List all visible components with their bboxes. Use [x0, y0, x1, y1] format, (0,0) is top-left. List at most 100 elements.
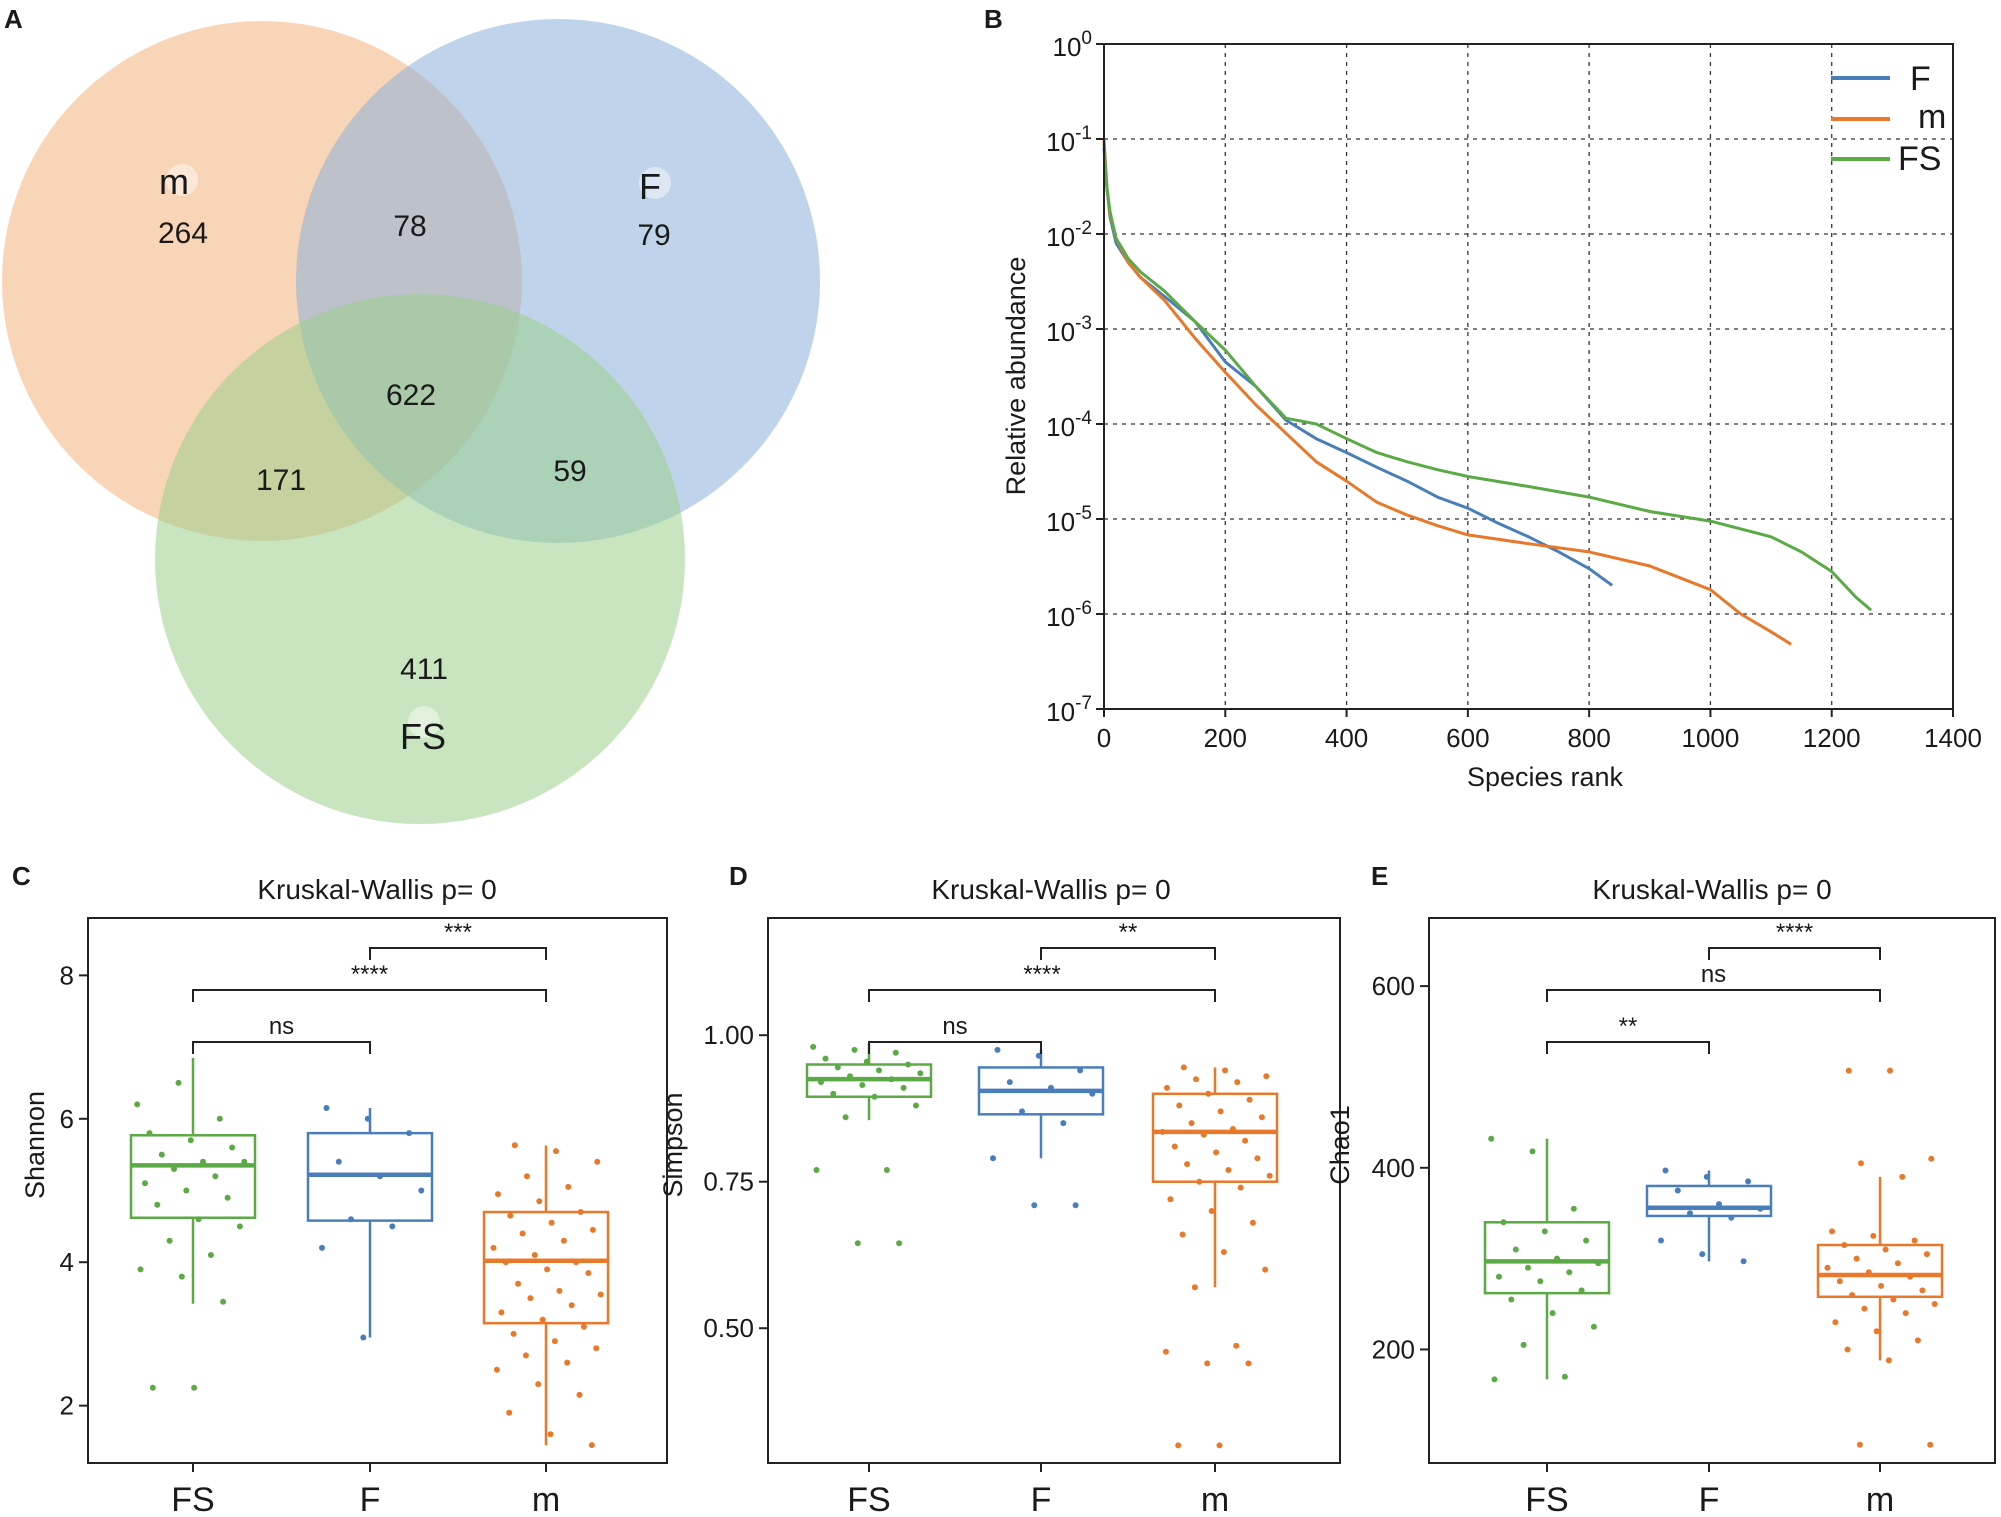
- data-point-m: [593, 1345, 600, 1352]
- data-point-m: [1911, 1237, 1918, 1244]
- significance-bracket: [192, 1041, 371, 1054]
- x-tick-label: 1200: [1803, 723, 1861, 753]
- data-point-f: [1674, 1187, 1681, 1194]
- y-tick-label: 10-5: [1046, 503, 1092, 537]
- y-tick-label: 0.75: [703, 1167, 754, 1197]
- data-point-f: [335, 1158, 342, 1165]
- data-point-m: [1890, 1296, 1897, 1303]
- data-point-fs: [883, 1167, 890, 1173]
- data-point-m: [1902, 1310, 1909, 1317]
- data-point-m: [589, 1226, 596, 1233]
- data-point-fs: [863, 1058, 870, 1065]
- data-point-fs: [207, 1252, 214, 1258]
- data-point-m: [1914, 1337, 1921, 1344]
- data-point-m: [527, 1295, 534, 1302]
- data-point-f: [406, 1130, 413, 1137]
- venn-count-fs-only: 411: [400, 653, 448, 686]
- venn-count-f-only: 79: [637, 219, 670, 252]
- data-point-m: [1927, 1441, 1934, 1448]
- data-point-fs: [813, 1167, 820, 1173]
- panel-e-chao1: E Kruskal-Wallis p= 0 Chao1 200 400 600 FS F…: [1325, 861, 1996, 1517]
- data-point-m: [1894, 1260, 1901, 1267]
- data-point-m: [1216, 1442, 1223, 1449]
- data-point-m: [1882, 1246, 1889, 1253]
- venn-label-badge-m: [166, 164, 198, 196]
- plot-frame: [87, 917, 668, 1464]
- data-point-m: [522, 1352, 529, 1359]
- data-point-m: [524, 1173, 530, 1180]
- box-m: [482, 1210, 610, 1325]
- series-line-f: [1102, 148, 1614, 587]
- data-point-f: [990, 1155, 996, 1162]
- data-point-fs: [1520, 1341, 1527, 1348]
- data-point-f: [1699, 1251, 1706, 1258]
- data-point-f: [1035, 1052, 1042, 1059]
- data-point-fs: [1541, 1228, 1548, 1235]
- y-tick-label: 600: [1372, 971, 1415, 1001]
- data-point-f: [319, 1244, 325, 1251]
- x-axis-title: Species rank: [1467, 762, 1624, 792]
- data-point-m: [1258, 1114, 1265, 1121]
- venn-label-fs: FS: [400, 716, 446, 757]
- data-point-f: [1757, 1205, 1764, 1212]
- data-point-fs: [830, 1090, 837, 1097]
- data-point-fs: [1508, 1296, 1515, 1303]
- data-point-fs: [1525, 1264, 1531, 1271]
- box-f: [1645, 1184, 1773, 1218]
- data-point-m: [597, 1291, 604, 1298]
- data-point-f: [1077, 1067, 1084, 1074]
- data-point-m: [493, 1366, 500, 1373]
- data-point-m: [519, 1230, 526, 1237]
- data-point-f: [994, 1046, 1001, 1053]
- data-point-fs: [896, 1240, 903, 1247]
- data-point-m: [1184, 1161, 1191, 1168]
- panel-c-y-axis-title: Shannon: [20, 1091, 50, 1199]
- data-point-m: [1234, 1079, 1241, 1086]
- data-point-m: [1220, 1249, 1227, 1255]
- data-point-fs: [1500, 1219, 1507, 1226]
- data-point-f: [377, 1173, 383, 1180]
- data-point-fs: [229, 1144, 236, 1151]
- category-label-f: F: [360, 1481, 381, 1517]
- legend-label-fs: FS: [1898, 140, 1941, 178]
- data-point-m: [1229, 1126, 1236, 1132]
- data-point-fs: [134, 1101, 141, 1108]
- category-label-m: m: [1201, 1481, 1229, 1517]
- data-point-f: [1089, 1090, 1096, 1097]
- significance-bracket: [1040, 947, 1216, 960]
- data-point-m: [1176, 1102, 1183, 1109]
- data-point-fs: [212, 1173, 219, 1180]
- significance-label: ns: [942, 1013, 967, 1040]
- data-point-m: [498, 1309, 505, 1316]
- data-point-fs: [912, 1102, 919, 1109]
- data-point-f: [1658, 1237, 1664, 1244]
- data-point-fs: [195, 1216, 202, 1223]
- data-point-m: [1931, 1301, 1938, 1307]
- data-point-m: [1861, 1305, 1868, 1312]
- data-point-fs: [888, 1076, 895, 1083]
- data-point-m: [1849, 1292, 1856, 1298]
- data-point-fs: [1583, 1237, 1590, 1244]
- data-point-fs: [142, 1180, 148, 1187]
- y-tick-label: 8: [60, 960, 74, 990]
- data-point-fs: [200, 1158, 206, 1165]
- data-point-f: [389, 1223, 396, 1230]
- data-point-m: [1844, 1346, 1851, 1353]
- data-point-fs: [1554, 1255, 1560, 1262]
- data-point-m: [568, 1302, 575, 1309]
- data-point-f: [1687, 1210, 1693, 1217]
- data-point-fs: [146, 1130, 153, 1137]
- data-point-fs: [834, 1064, 841, 1071]
- data-point-m: [1824, 1264, 1831, 1271]
- significance-label: **: [1619, 1013, 1638, 1040]
- data-point-m: [1193, 1076, 1199, 1083]
- data-point-m: [580, 1323, 587, 1330]
- venn-count-all: 622: [386, 379, 436, 412]
- y-tick-label: 10-3: [1046, 313, 1092, 347]
- data-point-fs: [1488, 1135, 1495, 1142]
- data-point-m: [565, 1183, 572, 1190]
- significance-label: ns: [269, 1013, 294, 1040]
- data-point-fs: [187, 1137, 194, 1144]
- category-label-f: F: [1699, 1481, 1720, 1517]
